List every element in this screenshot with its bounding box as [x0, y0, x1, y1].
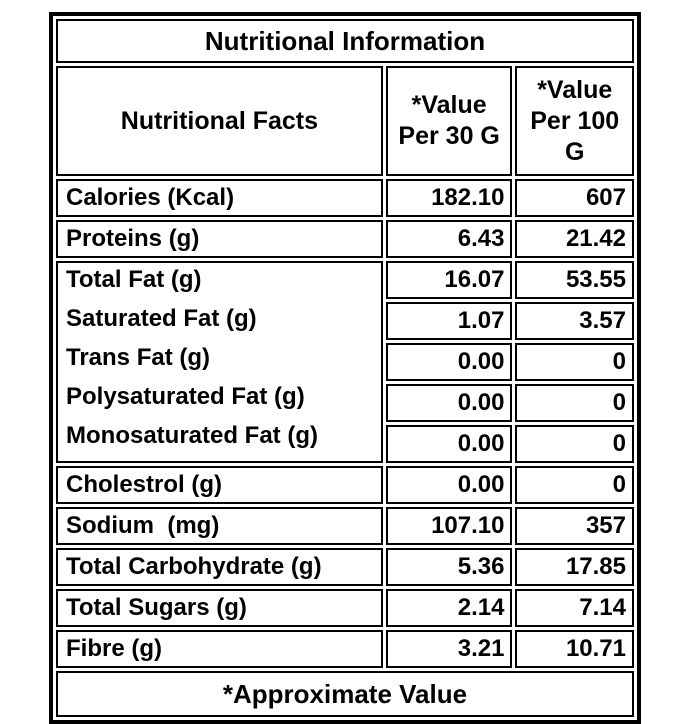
- table-row-total-carbohydrate: Total Carbohydrate (g) 5.36 17.85: [56, 548, 634, 586]
- page-background: Nutritional Information Nutritional Fact…: [49, 12, 641, 724]
- value-per-30g: 2.14: [385, 589, 513, 627]
- value-per-30g: 5.36: [385, 548, 513, 586]
- nutrition-table: Nutritional Information Nutritional Fact…: [49, 12, 641, 724]
- nutrient-label: Monosaturated Fat (g): [66, 422, 318, 449]
- nutrient-label: Total Carbohydrate (g): [56, 548, 383, 586]
- header-value-per-100g: *Value Per 100 G: [515, 66, 634, 176]
- table-row-sodium: Sodium (mg) 107.10 357: [56, 507, 634, 545]
- nutrient-label: Saturated Fat (g): [66, 305, 257, 332]
- footer-row: *Approximate Value: [56, 671, 634, 717]
- value-per-100g: 0: [515, 384, 634, 422]
- header-row: Nutritional Facts *Value Per 30 G *Value…: [56, 66, 634, 176]
- value-per-30g: 0.00: [385, 343, 513, 381]
- value-per-30g: 107.10: [385, 507, 513, 545]
- nutrient-label: Total Sugars (g): [56, 589, 383, 627]
- table-title: Nutritional Information: [56, 19, 634, 63]
- value-per-100g: 3.57: [515, 302, 634, 340]
- table-row-trans-fat: 0.00 0: [56, 343, 634, 381]
- nutrient-label: Cholestrol (g): [56, 466, 383, 504]
- value-per-30g: 16.07: [385, 261, 513, 299]
- value-per-30g: 0.00: [385, 384, 513, 422]
- nutrient-label: Calories (Kcal): [56, 179, 383, 217]
- value-per-100g: 0: [515, 466, 634, 504]
- nutrient-label: Fibre (g): [56, 630, 383, 668]
- value-per-30g: 0.00: [385, 425, 513, 463]
- value-per-100g: 17.85: [515, 548, 634, 586]
- value-per-100g: 607: [515, 179, 634, 217]
- fat-group-labels: Total Fat (g) Saturated Fat (g) Trans Fa…: [56, 261, 383, 463]
- value-per-30g: 6.43: [385, 220, 513, 258]
- nutrient-label: Total Fat (g): [66, 266, 202, 293]
- value-per-100g: 0: [515, 425, 634, 463]
- value-per-100g: 53.55: [515, 261, 634, 299]
- header-nutritional-facts: Nutritional Facts: [56, 66, 383, 176]
- table-row-monosaturated-fat: 0.00 0: [56, 425, 634, 463]
- table-row-total-sugars: Total Sugars (g) 2.14 7.14: [56, 589, 634, 627]
- nutrient-label: Sodium (mg): [56, 507, 383, 545]
- nutrient-label: Proteins (g): [56, 220, 383, 258]
- value-per-30g: 182.10: [385, 179, 513, 217]
- value-per-30g: 1.07: [385, 302, 513, 340]
- table-row-cholestrol: Cholestrol (g) 0.00 0: [56, 466, 634, 504]
- nutrient-label: Polysaturated Fat (g): [66, 383, 305, 410]
- table-row-total-fat: Total Fat (g) Saturated Fat (g) Trans Fa…: [56, 261, 634, 463]
- nutrient-label: Trans Fat (g): [66, 344, 211, 371]
- value-per-30g: 3.21: [385, 630, 513, 668]
- table-row-proteins: Proteins (g) 6.43 21.42: [56, 220, 634, 258]
- table-row-saturated-fat: 1.07 3.57: [56, 302, 634, 340]
- table-row-polysaturated-fat: 0.00 0: [56, 384, 634, 422]
- value-per-100g: 7.14: [515, 589, 634, 627]
- value-per-100g: 357: [515, 507, 634, 545]
- approximate-value-note: *Approximate Value: [56, 671, 634, 717]
- fat-labels-stack: Total Fat (g) Saturated Fat (g) Trans Fa…: [66, 264, 380, 452]
- value-per-30g: 0.00: [385, 466, 513, 504]
- title-row: Nutritional Information: [56, 19, 634, 63]
- table-row-fibre: Fibre (g) 3.21 10.71: [56, 630, 634, 668]
- value-per-100g: 21.42: [515, 220, 634, 258]
- value-per-100g: 10.71: [515, 630, 634, 668]
- value-per-100g: 0: [515, 343, 634, 381]
- table-row-calories: Calories (Kcal) 182.10 607: [56, 179, 634, 217]
- header-value-per-30g: *Value Per 30 G: [385, 66, 513, 176]
